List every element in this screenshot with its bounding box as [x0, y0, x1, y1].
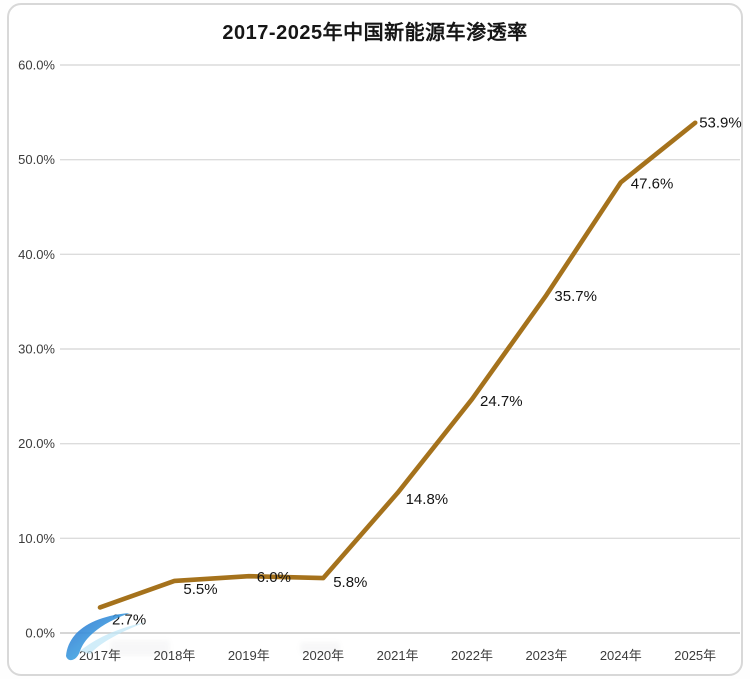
y-tick-label: 40.0% [18, 247, 55, 262]
data-point-label: 5.5% [183, 581, 217, 598]
trend-line [97, 120, 698, 610]
x-tick-label: 2018年 [153, 648, 195, 663]
blue-swoosh-watermark-icon [66, 613, 146, 661]
x-tick-label: 2022年 [451, 648, 493, 663]
watermark-smudge [300, 642, 340, 654]
y-tick-label: 30.0% [18, 341, 55, 356]
watermark-smudge [110, 640, 170, 656]
x-tick-label: 2021年 [377, 648, 419, 663]
x-tick-label: 2024年 [600, 648, 642, 663]
y-tick-label: 0.0% [25, 626, 55, 641]
x-tick-label: 2019年 [228, 648, 270, 663]
data-point-label: 47.6% [631, 175, 674, 192]
y-tick-label: 50.0% [18, 152, 55, 167]
chart-title: 2017-2025年中国新能源车渗透率 [222, 22, 528, 44]
y-tick-label: 10.0% [18, 531, 55, 546]
axis-labels-group: 0.0%10.0%20.0%30.0%40.0%50.0%60.0%2017年 2… [18, 57, 716, 663]
data-point-label: 2.7% [112, 611, 146, 628]
x-tick-label: 2020年 [302, 648, 344, 663]
card-border [7, 3, 743, 676]
x-tick-label: 2025年 [674, 648, 716, 663]
data-point-label: 5.8% [333, 574, 367, 591]
gridlines-group [60, 64, 740, 634]
data-point-label: 24.7% [480, 393, 523, 410]
y-tick-label: 60.0% [18, 57, 55, 72]
data-labels-group: 2.7% 5.5% 6.0% 5.8% 14.8% 24.7% 35.7% 47.6% 53.9… [112, 115, 742, 629]
data-point-label: 14.8% [406, 491, 449, 508]
data-point-label: 6.0% [257, 569, 291, 586]
x-tick-label: 2023年 [525, 648, 567, 663]
data-point-label: 53.9% [699, 115, 742, 132]
data-point-label: 35.7% [554, 288, 597, 305]
series-group [97, 120, 698, 610]
y-tick-label: 20.0% [18, 436, 55, 451]
